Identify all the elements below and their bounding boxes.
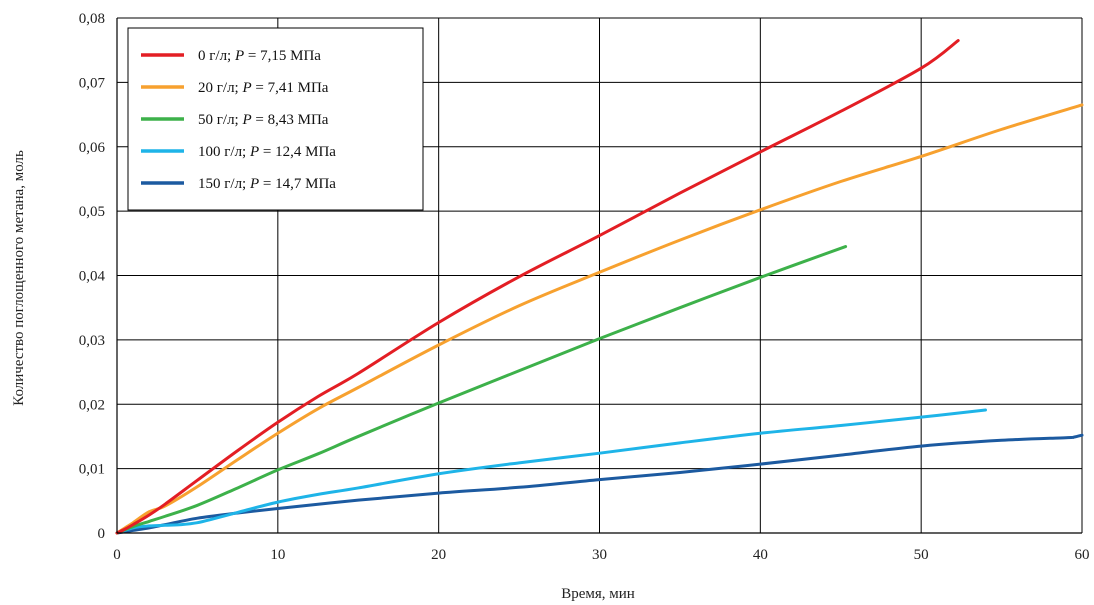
y-tick-label: 0,01 bbox=[79, 462, 105, 478]
y-tick-label: 0,08 bbox=[79, 11, 105, 27]
series-line bbox=[115, 408, 987, 535]
y-tick-label: 0 bbox=[98, 526, 106, 542]
series-line bbox=[115, 245, 848, 535]
y-tick-label: 0,03 bbox=[79, 333, 105, 349]
x-tick-label: 0 bbox=[113, 547, 121, 563]
y-tick-label: 0,06 bbox=[79, 140, 106, 156]
legend-label: 50 г/л; P = 8,43 МПа bbox=[198, 112, 329, 128]
legend-label: 100 г/л; P = 12,4 МПа bbox=[198, 144, 336, 160]
y-tick-label: 0,04 bbox=[79, 269, 106, 285]
legend-label: 150 г/л; P = 14,7 МПа bbox=[198, 176, 336, 192]
legend-label: 0 г/л; P = 7,15 МПа bbox=[198, 48, 321, 64]
y-axis-title: Количество поглощенного метана, моль bbox=[11, 150, 27, 406]
series-line bbox=[115, 39, 960, 535]
x-tick-label: 10 bbox=[270, 547, 285, 563]
x-axis-title: Время, мин bbox=[561, 586, 635, 602]
legend-label: 20 г/л; P = 7,41 МПа bbox=[198, 80, 329, 96]
legend: 0 г/л; P = 7,15 МПа 20 г/л; P = 7,41 МПа 5… bbox=[127, 27, 424, 211]
series-layer bbox=[115, 39, 1084, 535]
y-tick-label: 0,07 bbox=[79, 75, 106, 91]
x-tick-label: 30 bbox=[592, 547, 607, 563]
x-tick-label: 50 bbox=[914, 547, 929, 563]
tick-labels: 0 10 20 30 40 50 60 0 0,01 0,02 0,03 0,04 0,05 0,06 0,… bbox=[79, 11, 1090, 563]
x-tick-label: 40 bbox=[753, 547, 768, 563]
axes bbox=[116, 18, 1082, 534]
y-tick-label: 0,05 bbox=[79, 204, 105, 220]
series-line bbox=[115, 103, 1084, 535]
x-tick-label: 20 bbox=[431, 547, 446, 563]
x-tick-label: 60 bbox=[1075, 547, 1090, 563]
y-tick-label: 0,02 bbox=[79, 397, 105, 413]
